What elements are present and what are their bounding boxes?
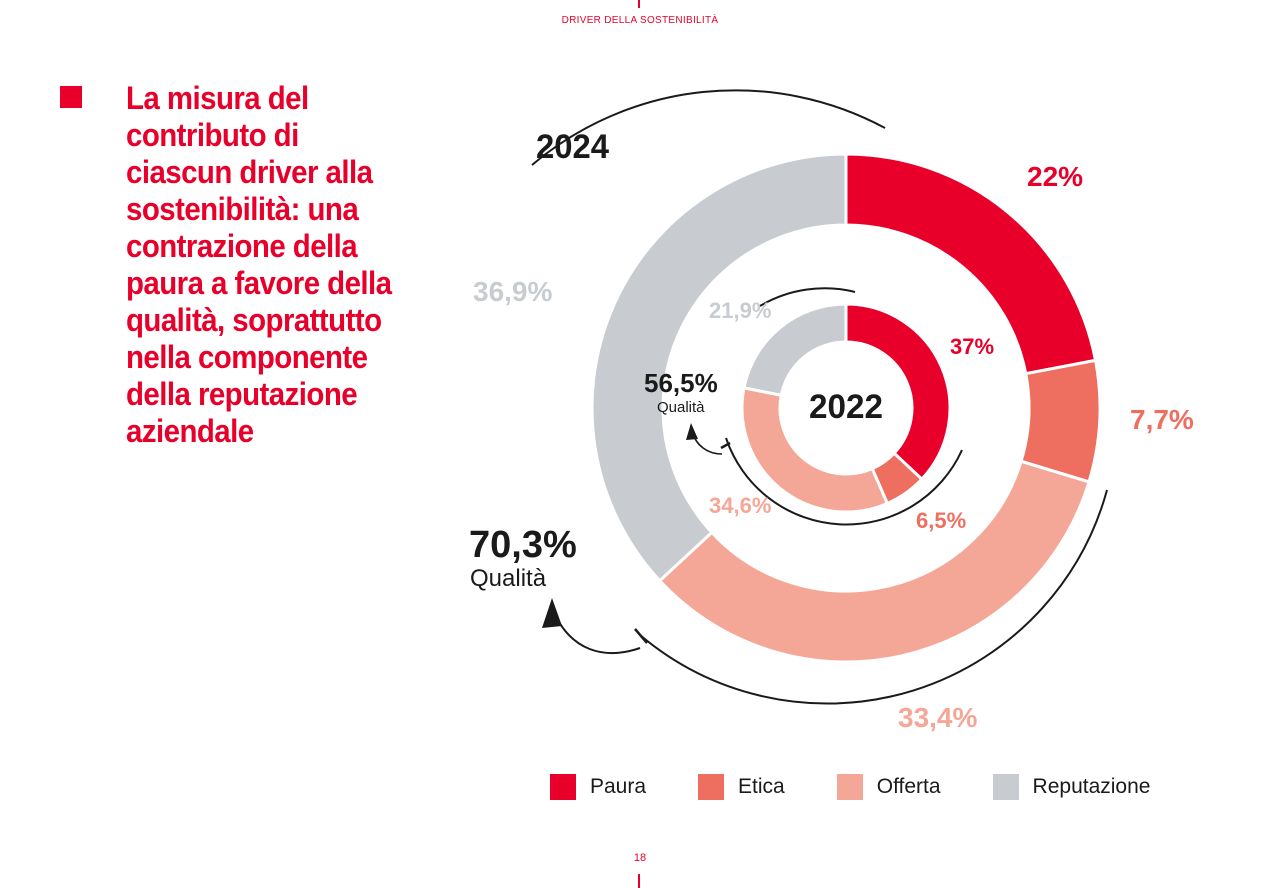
legend: Paura Etica Offerta Reputazione [550, 774, 1150, 800]
year-2022-bracket [759, 287, 856, 307]
label-2024-etica: 7,7% [1130, 404, 1194, 435]
legend-label-paura: Paura [590, 775, 647, 798]
label-2022-reputazione: 21,9% [709, 298, 771, 323]
legend-swatch-paura [550, 774, 576, 800]
outer-ring-2024 [590, 152, 1102, 664]
quality-2024-arrow [551, 607, 641, 655]
quality-2022-word: Qualità [657, 399, 705, 416]
legend-item-reputazione: Reputazione [992, 774, 1151, 800]
quality-2022-arc [725, 437, 963, 526]
sustainability-driver-chart: 2024 2022 22% 7,7% 33,4% 36,9% 37% 6,5% … [469, 89, 1194, 733]
legend-swatch-offerta [836, 774, 863, 800]
label-2024-paura: 22% [1027, 161, 1083, 192]
label-2024-offerta: 33,4% [898, 702, 977, 733]
bottom-divider-tick [638, 874, 640, 888]
legend-label-etica: Etica [738, 775, 785, 798]
headline: La misura del contributo di ciascun driv… [126, 80, 392, 449]
section-label: DRIVER DELLA SOSTENIBILITÀ [561, 15, 719, 26]
label-2022-offerta: 34,6% [709, 493, 771, 518]
headline-bullet [60, 86, 82, 108]
quality-2024-word: Qualità [470, 565, 547, 592]
quality-2022-arrow [691, 430, 723, 455]
label-2022-paura: 37% [950, 334, 994, 359]
legend-item-offerta: Offerta [836, 774, 941, 800]
top-divider-tick [638, 0, 640, 8]
quality-2024-arc [639, 489, 1108, 705]
legend-swatch-reputazione [992, 774, 1019, 800]
year-2024-bracket [531, 89, 886, 166]
quality-2022-arc-end [720, 441, 731, 450]
legend-item-paura: Paura [550, 774, 646, 800]
inner-ring-2022 [740, 302, 952, 514]
quality-2024-arrowhead [542, 598, 562, 628]
quality-2024-arc-end [634, 628, 648, 644]
quality-2024-value: 70,3% [469, 524, 577, 566]
year-2022-label: 2022 [809, 388, 883, 426]
slice-2022-offerta [740, 386, 890, 514]
page-number: 18 [633, 852, 647, 864]
slice-2022-paura [844, 302, 952, 482]
legend-swatch-etica [698, 774, 725, 800]
quality-2022-arrowhead [686, 423, 698, 440]
slice-2024-offerta [657, 459, 1091, 664]
legend-item-etica: Etica [698, 774, 785, 800]
label-2024-reputazione: 36,9% [473, 276, 552, 307]
legend-label-reputazione: Reputazione [1032, 775, 1151, 798]
slice-2024-reputazione [590, 152, 848, 583]
slice-2022-reputazione [742, 302, 848, 397]
year-2024-label: 2024 [536, 128, 609, 166]
legend-label-offerta: Offerta [876, 775, 941, 798]
label-2022-etica: 6,5% [916, 508, 966, 533]
quality-2022-value: 56,5% [644, 368, 718, 398]
